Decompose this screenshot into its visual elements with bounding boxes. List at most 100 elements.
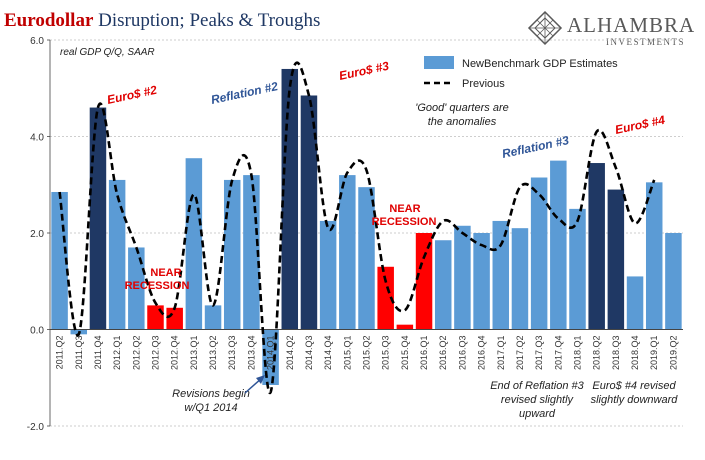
bar-2014.Q3 bbox=[300, 95, 318, 330]
bar-2016.Q3 bbox=[454, 225, 471, 330]
annotation-endref-1: End of Reflation #3 bbox=[490, 380, 584, 392]
annotation-endref-3: upward bbox=[519, 408, 556, 420]
x-tick-label: 2014.Q4 bbox=[323, 336, 333, 371]
y-tick-label: 6.0 bbox=[30, 36, 44, 47]
x-tick-label: 2013.Q2 bbox=[208, 336, 218, 371]
y-axis: -2.0 0.0 2.0 4.0 6.0 bbox=[27, 36, 51, 433]
bar-2017.Q3 bbox=[530, 177, 548, 330]
logo-sub: INVESTMENTS bbox=[606, 37, 685, 47]
y-tick-label: 2.0 bbox=[30, 229, 44, 240]
annotation-euro3: Euro$ #3 bbox=[338, 59, 391, 83]
x-tick-label: 2016.Q2 bbox=[438, 336, 448, 371]
title-eurodollar: Eurodollar bbox=[4, 10, 94, 31]
y-tick-label: -2.0 bbox=[27, 422, 45, 433]
annotation-recession-2: RECESSION bbox=[372, 216, 437, 228]
annotation-near-2: NEAR bbox=[389, 203, 420, 215]
y-tick-label: 0.0 bbox=[30, 326, 44, 337]
annotation-endref-2: revised slightly bbox=[501, 394, 575, 406]
annotation-euro4: Euro$ #4 bbox=[614, 113, 667, 137]
bar-2012.Q4 bbox=[166, 307, 183, 330]
bar-2018.Q3 bbox=[607, 189, 625, 330]
bar-2015.Q2 bbox=[358, 187, 375, 330]
x-tick-label: 2019.Q1 bbox=[649, 336, 659, 371]
bar-2018.Q4 bbox=[626, 276, 644, 330]
x-tick-label: 2011.Q4 bbox=[93, 336, 103, 370]
revisions-arrow-icon bbox=[244, 375, 265, 394]
annotation-good-1: 'Good' quarters are bbox=[415, 102, 508, 114]
legend-swatch-bars bbox=[424, 56, 454, 69]
x-tick-label: 2016.Q1 bbox=[419, 336, 429, 371]
x-tick-label: 2013.Q3 bbox=[227, 336, 237, 371]
x-tick-label: 2018.Q4 bbox=[630, 336, 640, 371]
annotation-good-2: the anomalies bbox=[428, 116, 497, 128]
x-tick-label: 2015.Q1 bbox=[342, 336, 352, 371]
x-tick-label: 2018.Q3 bbox=[611, 336, 621, 371]
bar-2017.Q1 bbox=[492, 220, 510, 330]
annotation-euro2: Euro$ #2 bbox=[106, 83, 159, 107]
x-tick-label: 2011.Q2 bbox=[55, 336, 65, 370]
logo-diamond-icon bbox=[527, 10, 563, 46]
x-tick-label: 2015.Q3 bbox=[381, 336, 391, 371]
x-axis: 2011.Q2 2011.Q3 2011.Q4 2012.Q1 2012.Q2 2012.… bbox=[55, 335, 679, 370]
annotation-reflation2: Reflation #2 bbox=[210, 79, 280, 107]
bar-2012.Q3 bbox=[147, 305, 164, 330]
x-tick-label: 2012.Q2 bbox=[131, 336, 141, 371]
x-tick-label: 2016.Q4 bbox=[477, 336, 487, 371]
bar-2016.Q2 bbox=[434, 240, 452, 330]
title-rest: Disruption; Peaks & Troughs bbox=[93, 10, 320, 31]
bar-2011.Q4 bbox=[89, 107, 107, 330]
chart-subtitle: real GDP Q/Q, SAAR bbox=[60, 47, 155, 58]
bar-2016.Q4 bbox=[473, 233, 490, 330]
annotation-near-1: NEAR bbox=[150, 267, 181, 279]
annotation-euro4rev-1: Euro$ #4 revised bbox=[592, 380, 676, 392]
x-tick-label: 2012.Q4 bbox=[170, 336, 180, 371]
x-tick-label: 2015.Q4 bbox=[400, 336, 410, 371]
x-tick-label: 2017.Q1 bbox=[496, 335, 506, 370]
legend: NewBenchmark GDP Estimates Previous bbox=[424, 56, 618, 90]
bar-2018.Q1 bbox=[569, 208, 586, 330]
x-tick-label: 2017.Q4 bbox=[553, 336, 563, 371]
x-tick-label: 2015.Q2 bbox=[362, 336, 372, 371]
annotation-revisions-1: Revisions begin bbox=[172, 388, 250, 400]
y-tick-label: 4.0 bbox=[30, 133, 44, 144]
bar-2013.Q4 bbox=[243, 175, 260, 330]
bar-2019.Q2 bbox=[665, 233, 682, 330]
bar-2019.Q1 bbox=[645, 182, 663, 330]
bar-2015.Q4 bbox=[396, 324, 414, 330]
bar-2012.Q1 bbox=[108, 179, 126, 330]
legend-label-line: Previous bbox=[462, 78, 505, 90]
annotation-recession-1: RECESSION bbox=[125, 280, 190, 292]
previous-line bbox=[58, 61, 656, 394]
x-tick-label: 2012.Q3 bbox=[151, 336, 161, 371]
previous-series-line bbox=[58, 61, 656, 394]
bar-2013.Q1 bbox=[185, 158, 203, 330]
x-tick-label: 2017.Q3 bbox=[534, 336, 544, 371]
x-tick-label: 2014.Q2 bbox=[285, 336, 295, 371]
bar-2015.Q1 bbox=[339, 175, 356, 330]
bar-2014.Q4 bbox=[319, 220, 337, 330]
x-tick-label: 2019.Q2 bbox=[668, 336, 678, 371]
logo-name: ALHAMBRA bbox=[567, 13, 695, 37]
annotation-euro4rev-2: slightly downward bbox=[591, 394, 679, 406]
x-tick-label: 2017.Q2 bbox=[515, 336, 525, 371]
bar-2014.Q2 bbox=[281, 68, 299, 330]
x-tick-label: 2011.Q3 bbox=[74, 336, 84, 370]
x-tick-label: 2013.Q4 bbox=[246, 336, 256, 371]
x-tick-label: 2013.Q1 bbox=[189, 336, 199, 371]
legend-label-bars: NewBenchmark GDP Estimates bbox=[462, 58, 618, 70]
x-tick-label: 2014.Q3 bbox=[304, 336, 314, 371]
x-tick-label: 2018.Q2 bbox=[592, 336, 602, 371]
bar-2017.Q2 bbox=[511, 228, 529, 330]
annotation-revisions-2: w/Q1 2014 bbox=[184, 402, 237, 414]
bar-2013.Q3 bbox=[223, 179, 241, 330]
bar-2012.Q2 bbox=[128, 247, 145, 330]
annotation-reflation3: Reflation #3 bbox=[501, 133, 571, 161]
bar-2018.Q2 bbox=[588, 163, 605, 330]
bars bbox=[51, 68, 682, 385]
bar-2013.Q2 bbox=[204, 305, 222, 330]
chart-title: Eurodollar Disruption; Peaks & Troughs bbox=[4, 10, 320, 31]
x-tick-label: 2012.Q1 bbox=[112, 336, 122, 371]
bar-2017.Q4 bbox=[550, 160, 567, 330]
x-tick-label: 2014.Q1 bbox=[266, 336, 276, 371]
